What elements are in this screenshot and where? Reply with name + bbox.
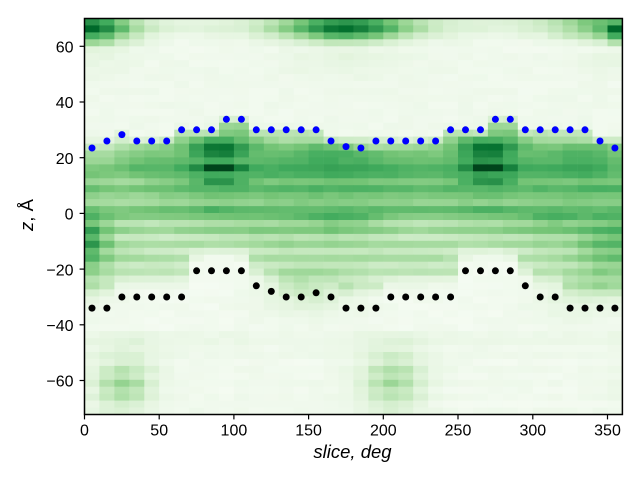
svg-text:200: 200 <box>370 422 397 439</box>
svg-text:250: 250 <box>445 422 472 439</box>
svg-text:300: 300 <box>519 422 546 439</box>
svg-text:150: 150 <box>295 422 322 439</box>
svg-text:−40: −40 <box>46 318 73 335</box>
svg-text:40: 40 <box>56 95 74 112</box>
svg-text:60: 60 <box>56 40 74 57</box>
svg-text:50: 50 <box>150 422 168 439</box>
svg-text:slice, deg: slice, deg <box>313 441 392 462</box>
svg-text:−20: −20 <box>46 262 73 279</box>
svg-text:z, Å: z, Å <box>16 198 37 232</box>
svg-text:−60: −60 <box>46 374 73 391</box>
svg-text:350: 350 <box>594 422 621 439</box>
svg-text:100: 100 <box>221 422 248 439</box>
svg-text:0: 0 <box>80 422 89 439</box>
svg-text:20: 20 <box>56 151 74 168</box>
svg-text:0: 0 <box>65 207 74 224</box>
